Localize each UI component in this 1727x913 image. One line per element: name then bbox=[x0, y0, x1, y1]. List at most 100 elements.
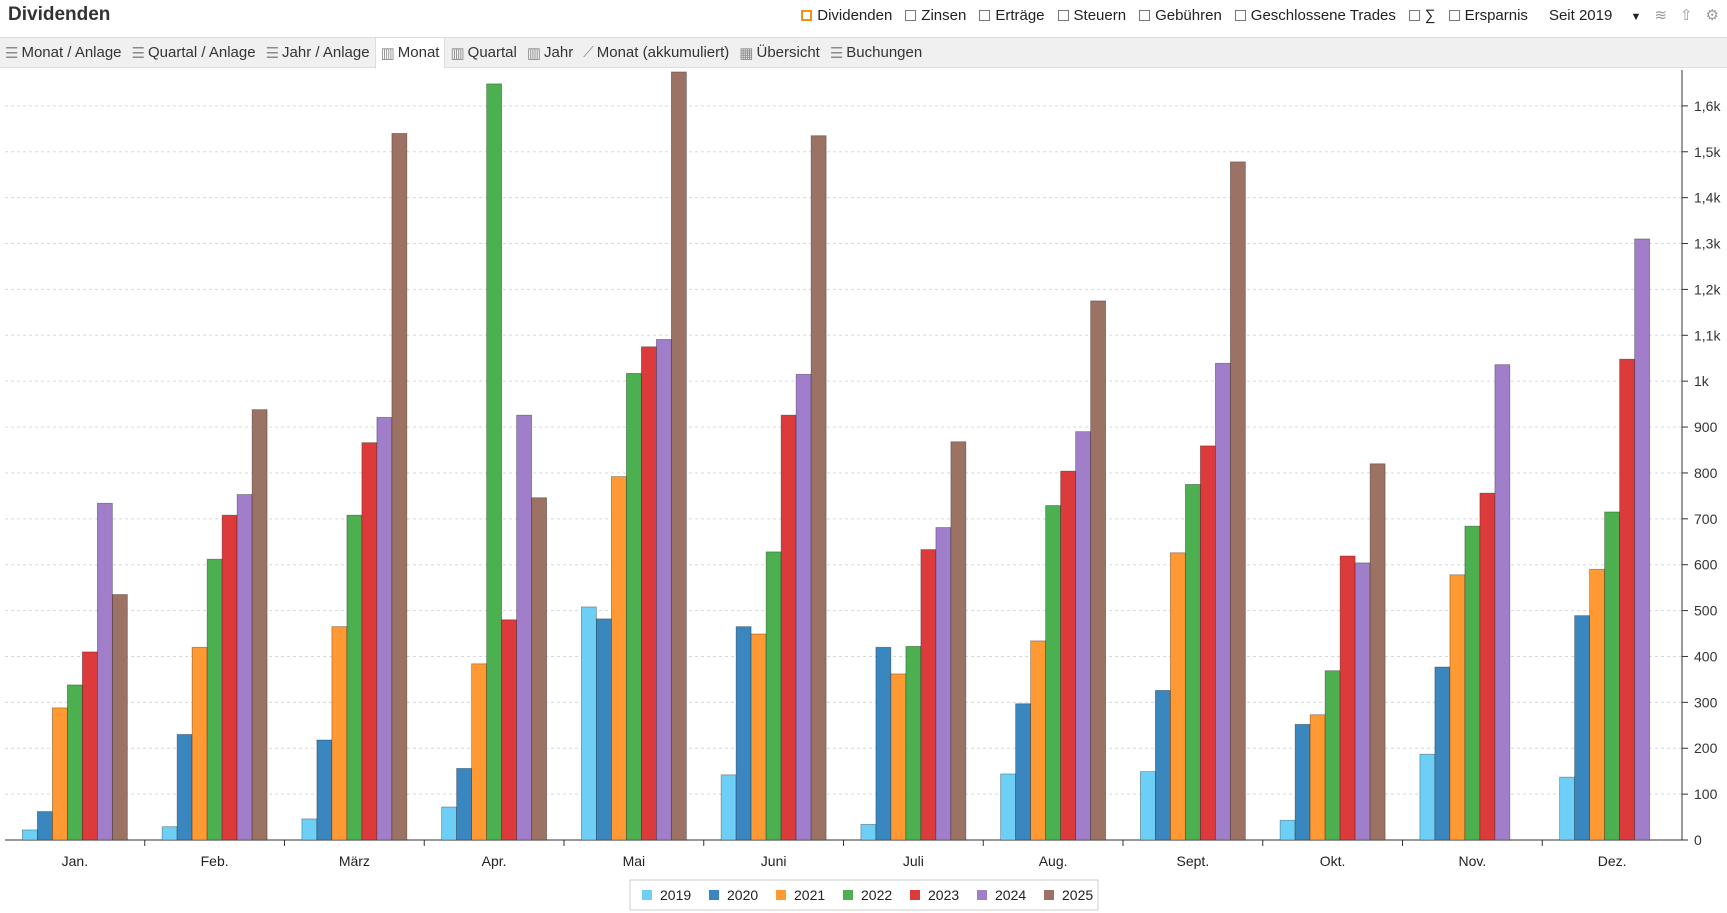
legend-swatch-2019 bbox=[642, 890, 652, 900]
y-tick-label: 1,5k bbox=[1694, 144, 1721, 160]
filter-gebuehren[interactable]: Gebühren bbox=[1139, 7, 1222, 24]
bar-2022-Nov. bbox=[1464, 525, 1481, 841]
bar-2022-Okt. bbox=[1324, 670, 1341, 841]
tab-label: Jahr bbox=[544, 44, 574, 61]
tab-label: Quartal / Anlage bbox=[147, 44, 256, 61]
filter-geschlossene-trades[interactable]: Geschlossene Trades bbox=[1234, 6, 1396, 24]
filter-ersparnis[interactable]: Ersparnis bbox=[1448, 6, 1528, 24]
filter-label: Ersparnis bbox=[1464, 6, 1528, 24]
layers-icon[interactable]: ≋ bbox=[1654, 7, 1667, 24]
view-tabs: ☰ Monat / Anlage ☰ Quartal / Anlage ☰ Jahr … bbox=[0, 37, 1727, 69]
tab-label: Buchungen bbox=[846, 44, 923, 61]
filter-ertraege[interactable]: Erträge bbox=[979, 7, 1045, 24]
tab-quartal-anlage[interactable]: ☰ Quartal / Anlage bbox=[127, 38, 261, 67]
bar-2025-Okt. bbox=[1369, 463, 1386, 841]
bar-2021-Feb. bbox=[191, 646, 208, 841]
dropdown-arrow-icon[interactable]: ▼ bbox=[1630, 10, 1642, 23]
x-tick-label: Nov. bbox=[1459, 853, 1487, 869]
y-tick-label: 1,2k bbox=[1694, 281, 1721, 297]
checkbox-icon[interactable] bbox=[801, 9, 813, 21]
bar-2021-Jan. bbox=[51, 707, 68, 841]
tab-jahr[interactable]: ▥ Jahr bbox=[522, 38, 578, 67]
bar-2019-Sept. bbox=[1139, 771, 1156, 841]
tab-buchungen[interactable]: ☰ Buchungen bbox=[825, 38, 927, 67]
bar-2020-Juli bbox=[875, 646, 892, 841]
tab-label: Monat bbox=[397, 44, 440, 61]
x-tick-label: Aug. bbox=[1039, 853, 1068, 869]
filter-dividenden[interactable]: Dividenden bbox=[801, 7, 892, 24]
tab-monat-anlage[interactable]: ☰ Monat / Anlage bbox=[0, 38, 127, 67]
x-tick-label: Juli bbox=[903, 853, 924, 869]
checkbox-icon[interactable] bbox=[1139, 9, 1151, 21]
list-icon: ☰ bbox=[131, 45, 145, 62]
page-title: Dividenden bbox=[8, 4, 111, 25]
checkbox-icon[interactable] bbox=[1057, 9, 1069, 21]
legend-label-2024: 2024 bbox=[995, 887, 1026, 903]
checkbox-icon[interactable] bbox=[1448, 9, 1460, 21]
bar-2023-Aug. bbox=[1060, 470, 1077, 841]
bar-2019-März bbox=[301, 818, 318, 841]
tab-monat-akkumuliert[interactable]: ⟋ Monat (akkumuliert) bbox=[578, 38, 734, 67]
bar-2024-Juli bbox=[935, 527, 952, 841]
bar-2021-Mai bbox=[610, 476, 627, 841]
checkbox-icon[interactable] bbox=[1408, 9, 1420, 21]
export-icon[interactable]: ⇧ bbox=[1679, 7, 1693, 24]
bar-2019-Juni bbox=[720, 774, 737, 841]
y-tick-label: 400 bbox=[1694, 648, 1718, 664]
bar-2023-Mai bbox=[640, 346, 657, 841]
bar-2022-Juni bbox=[765, 551, 782, 841]
bar-2022-Juli bbox=[905, 645, 922, 841]
bar-2024-Mai bbox=[655, 339, 672, 841]
bar-2025-Mai bbox=[670, 71, 687, 841]
bar-2025-Aug. bbox=[1090, 300, 1107, 841]
y-tick-label: 1,1k bbox=[1694, 327, 1721, 343]
bar-2021-Sept. bbox=[1169, 552, 1186, 841]
checkbox-icon[interactable] bbox=[905, 9, 917, 21]
bar-2021-Juni bbox=[750, 633, 767, 841]
tab-label: Monat (akkumuliert) bbox=[596, 44, 730, 61]
bar-2020-Aug. bbox=[1015, 703, 1032, 841]
bar-2023-Jan. bbox=[81, 651, 98, 841]
tab-jahr-anlage[interactable]: ☰ Jahr / Anlage bbox=[261, 38, 375, 67]
bar-2022-Dez. bbox=[1604, 511, 1621, 841]
legend-label-2023: 2023 bbox=[928, 887, 959, 903]
filter-steuern[interactable]: Steuern bbox=[1057, 6, 1127, 24]
legend bbox=[629, 879, 1099, 911]
legend-swatch-2020 bbox=[709, 890, 719, 900]
x-tick-label: Jan. bbox=[62, 853, 88, 869]
tab-uebersicht[interactable]: ▦ Übersicht bbox=[734, 38, 825, 67]
x-tick-label: Juni bbox=[761, 853, 787, 869]
period-label: Seit 2019 bbox=[1548, 6, 1613, 24]
bar-2024-Feb. bbox=[236, 494, 253, 841]
tab-monat[interactable]: ▥ Monat bbox=[374, 38, 446, 69]
y-tick-label: 1,4k bbox=[1694, 190, 1721, 206]
filter-label: Zinsen bbox=[921, 6, 967, 24]
filter-label: Steuern bbox=[1073, 6, 1127, 24]
bar-2021-Juli bbox=[890, 673, 907, 841]
tab-label: Übersicht bbox=[756, 44, 820, 61]
bar-2025-Feb. bbox=[251, 409, 268, 841]
filter-label: Geschlossene Trades bbox=[1250, 6, 1396, 24]
bar-2024-Jan. bbox=[96, 502, 113, 841]
bar-2021-Nov. bbox=[1449, 574, 1466, 841]
header: Dividenden Dividenden Zinsen Erträge Ste… bbox=[0, 0, 1727, 36]
period-select[interactable]: Seit 2019 ▼ bbox=[1549, 7, 1641, 24]
tab-quartal[interactable]: ▥ Quartal bbox=[445, 38, 521, 67]
tab-label: Jahr / Anlage bbox=[282, 44, 370, 61]
bar-2019-Jan. bbox=[21, 829, 38, 841]
bar-2019-Nov. bbox=[1419, 753, 1436, 841]
bar-2020-Okt. bbox=[1294, 723, 1311, 841]
bar-2024-Aug. bbox=[1075, 431, 1092, 841]
checkbox-icon[interactable] bbox=[1234, 9, 1246, 21]
list-icon: ☰ bbox=[265, 45, 280, 62]
filter-sum[interactable]: ∑ bbox=[1408, 7, 1436, 24]
bar-2020-Juni bbox=[735, 626, 752, 841]
tab-label: Quartal bbox=[467, 44, 517, 61]
checkbox-icon[interactable] bbox=[979, 9, 991, 21]
bar-2022-Sept. bbox=[1184, 484, 1201, 841]
filter-zinsen[interactable]: Zinsen bbox=[905, 7, 966, 24]
gear-icon[interactable]: ⚙ bbox=[1705, 7, 1719, 24]
y-tick-label: 0 bbox=[1694, 832, 1702, 848]
x-tick-label: Dez. bbox=[1598, 853, 1627, 869]
